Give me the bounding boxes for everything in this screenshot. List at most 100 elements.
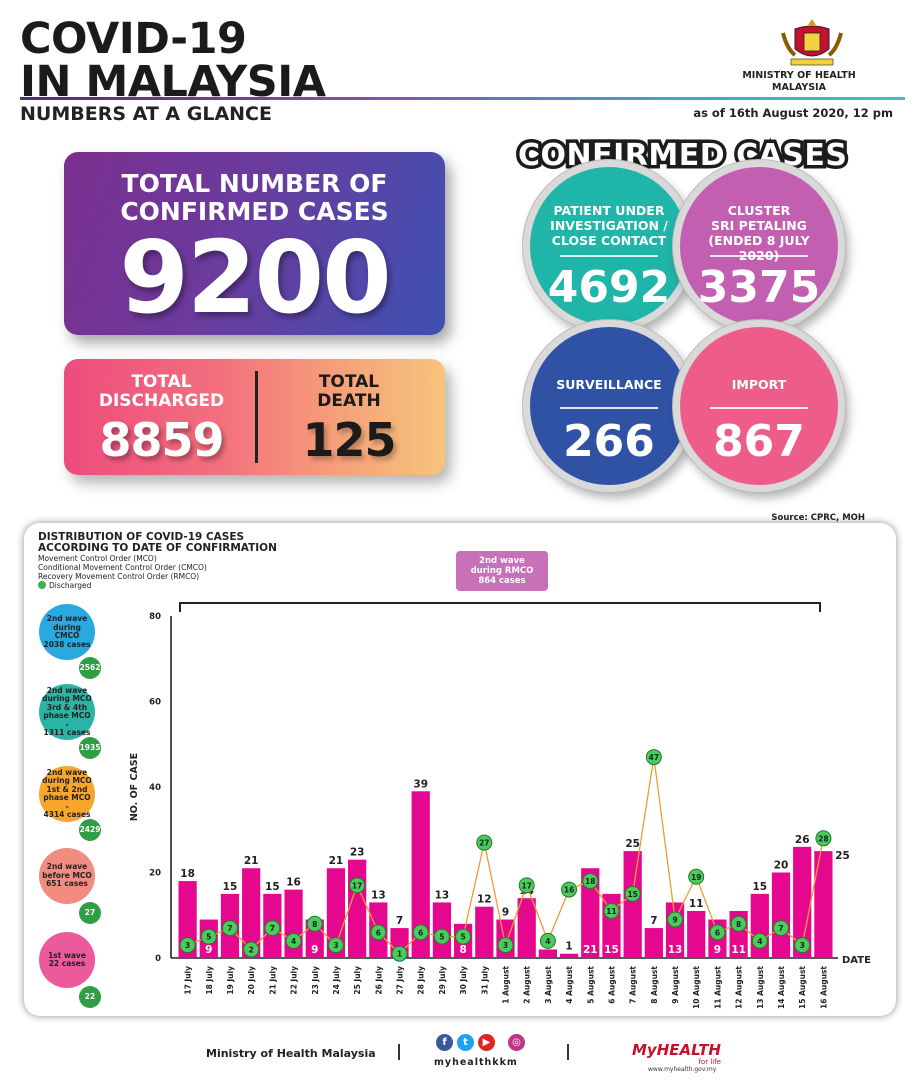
discharged-point xyxy=(243,941,260,958)
discharged-point xyxy=(645,749,662,766)
title-line-1: COVID-19 xyxy=(20,14,247,64)
discharged-label: 47 xyxy=(649,753,659,762)
discharged-label: 4 xyxy=(291,937,296,946)
case-bar-label: 9 xyxy=(311,944,318,956)
instagram-icon[interactable]: ◎ xyxy=(508,1034,525,1051)
legend-mco: Movement Control Order (MCO) xyxy=(38,554,157,563)
case-bar-label: 8 xyxy=(459,944,466,956)
discharged-point xyxy=(179,937,196,954)
case-bar xyxy=(411,791,430,958)
death-value: 125 xyxy=(302,413,396,467)
y-tick-label: 40 xyxy=(149,783,161,793)
discharged-label: 9 xyxy=(672,916,677,925)
death-label: TOTAL DEATH xyxy=(317,372,381,411)
distribution-title: DISTRIBUTION OF COVID-19 CASES ACCORDING… xyxy=(38,531,277,554)
x-tick-label: 25 July xyxy=(353,966,362,995)
myhealth-tagline: for life xyxy=(698,1058,721,1066)
footer-separator-2 xyxy=(567,1044,569,1060)
case-bar-label: 21 xyxy=(329,855,344,867)
discharged-point xyxy=(773,920,790,937)
discharged-label: 5 xyxy=(461,933,466,942)
case-bar-label: 13 xyxy=(435,889,450,901)
facebook-icon[interactable]: f xyxy=(436,1034,453,1051)
discharged-point xyxy=(327,937,344,954)
discharged-label: 17 xyxy=(352,881,362,890)
discharged-label: 4 xyxy=(545,937,550,946)
case-bar xyxy=(326,868,346,958)
discharged-point xyxy=(497,937,514,954)
x-tick-label: 29 July xyxy=(438,966,447,995)
discharged-label: 11 xyxy=(606,907,616,916)
case-bar-label: 15 xyxy=(753,881,768,893)
import-divider xyxy=(710,407,808,409)
myhealth-brand: MyHEALTH xyxy=(632,1041,721,1059)
y-tick-label: 0 xyxy=(155,954,161,964)
cluster-label: CLUSTER SRI PETALING (ENDED 8 JULY 2020) xyxy=(708,203,810,263)
discharged-point xyxy=(730,915,747,932)
discharged-label: 2 xyxy=(249,945,254,954)
discharged-label: 5 xyxy=(206,933,211,942)
title-line-2: IN MALAYSIA xyxy=(20,57,326,107)
case-bar-label: 13 xyxy=(668,944,683,956)
cluster-value: 3375 xyxy=(697,262,821,313)
page-title: COVID-19 IN MALAYSIA xyxy=(20,14,326,107)
x-tick-label: 1 August xyxy=(502,966,511,1004)
discharged-label: 7 xyxy=(778,924,783,933)
footer-ministry: Ministry of Health Malaysia xyxy=(206,1047,376,1060)
discharged-point xyxy=(794,937,811,954)
ministry-label: MINISTRY OF HEALTH MALAYSIA xyxy=(742,70,856,93)
x-tick-label: 22 July xyxy=(290,966,299,995)
discharged-label: 8 xyxy=(312,920,317,929)
y-tick-label: 60 xyxy=(149,698,161,708)
discharged-point xyxy=(709,924,726,941)
discharged-label: 1 xyxy=(397,950,402,959)
case-bar-label: 21 xyxy=(583,944,598,956)
rmco-wave-box: 2nd wave during RMCO 864 cases xyxy=(456,551,548,591)
myhealth-logo: MyHEALTH for life xyxy=(632,1042,721,1066)
youtube-icon[interactable]: ▶ xyxy=(478,1034,495,1051)
x-tick-label: 14 August xyxy=(777,966,786,1009)
header-divider xyxy=(20,97,905,100)
discharged-point xyxy=(561,881,578,898)
case-bar xyxy=(517,898,536,958)
total-confirmed-value: 9200 xyxy=(119,219,391,336)
discharged-point xyxy=(518,877,535,894)
x-tick-label: 26 July xyxy=(374,966,383,995)
discharged-point xyxy=(582,873,599,890)
import-value: 867 xyxy=(713,416,805,467)
case-bar-label: 9 xyxy=(502,907,509,919)
discharged-point xyxy=(412,924,429,941)
case-bar xyxy=(559,953,579,958)
case-bar xyxy=(623,851,642,958)
discharged-label: 5 xyxy=(439,933,444,942)
case-bar-label: 9 xyxy=(205,944,212,956)
case-bar-label: 39 xyxy=(413,778,428,790)
x-tick-label: 4 August xyxy=(565,966,574,1004)
rmco-bracket xyxy=(179,602,821,612)
import-label: IMPORT xyxy=(731,377,787,392)
case-bar-label: 15 xyxy=(604,944,619,956)
case-bar-label: 25 xyxy=(835,850,850,862)
x-tick-label: 2 August xyxy=(523,966,532,1004)
x-tick-label: 31 July xyxy=(480,966,489,995)
discharged-point xyxy=(433,928,450,945)
twitter-icon[interactable]: t xyxy=(457,1034,474,1051)
case-bar-label: 23 xyxy=(350,847,365,859)
cluster-circle: CLUSTER SRI PETALING (ENDED 8 JULY 2020)… xyxy=(673,160,845,332)
x-axis-label: DATE xyxy=(842,955,871,966)
wave-first-discharged: 22 xyxy=(79,986,101,1008)
case-bar-label: 25 xyxy=(625,838,640,850)
case-bar xyxy=(242,868,261,958)
x-tick-label: 23 July xyxy=(311,966,320,995)
surveillance-divider xyxy=(560,407,658,409)
discharged-label: 16 xyxy=(564,886,574,895)
discharged-point xyxy=(688,868,705,885)
x-tick-label: 7 August xyxy=(629,966,638,1004)
card-divider xyxy=(255,371,258,463)
x-tick-label: 20 July xyxy=(247,966,256,995)
case-bar-label: 7 xyxy=(396,915,403,927)
x-tick-label: 10 August xyxy=(692,966,701,1009)
case-bar-label: 15 xyxy=(223,881,238,893)
discharged-label: 6 xyxy=(418,928,423,937)
discharged-label: 3 xyxy=(185,941,190,950)
